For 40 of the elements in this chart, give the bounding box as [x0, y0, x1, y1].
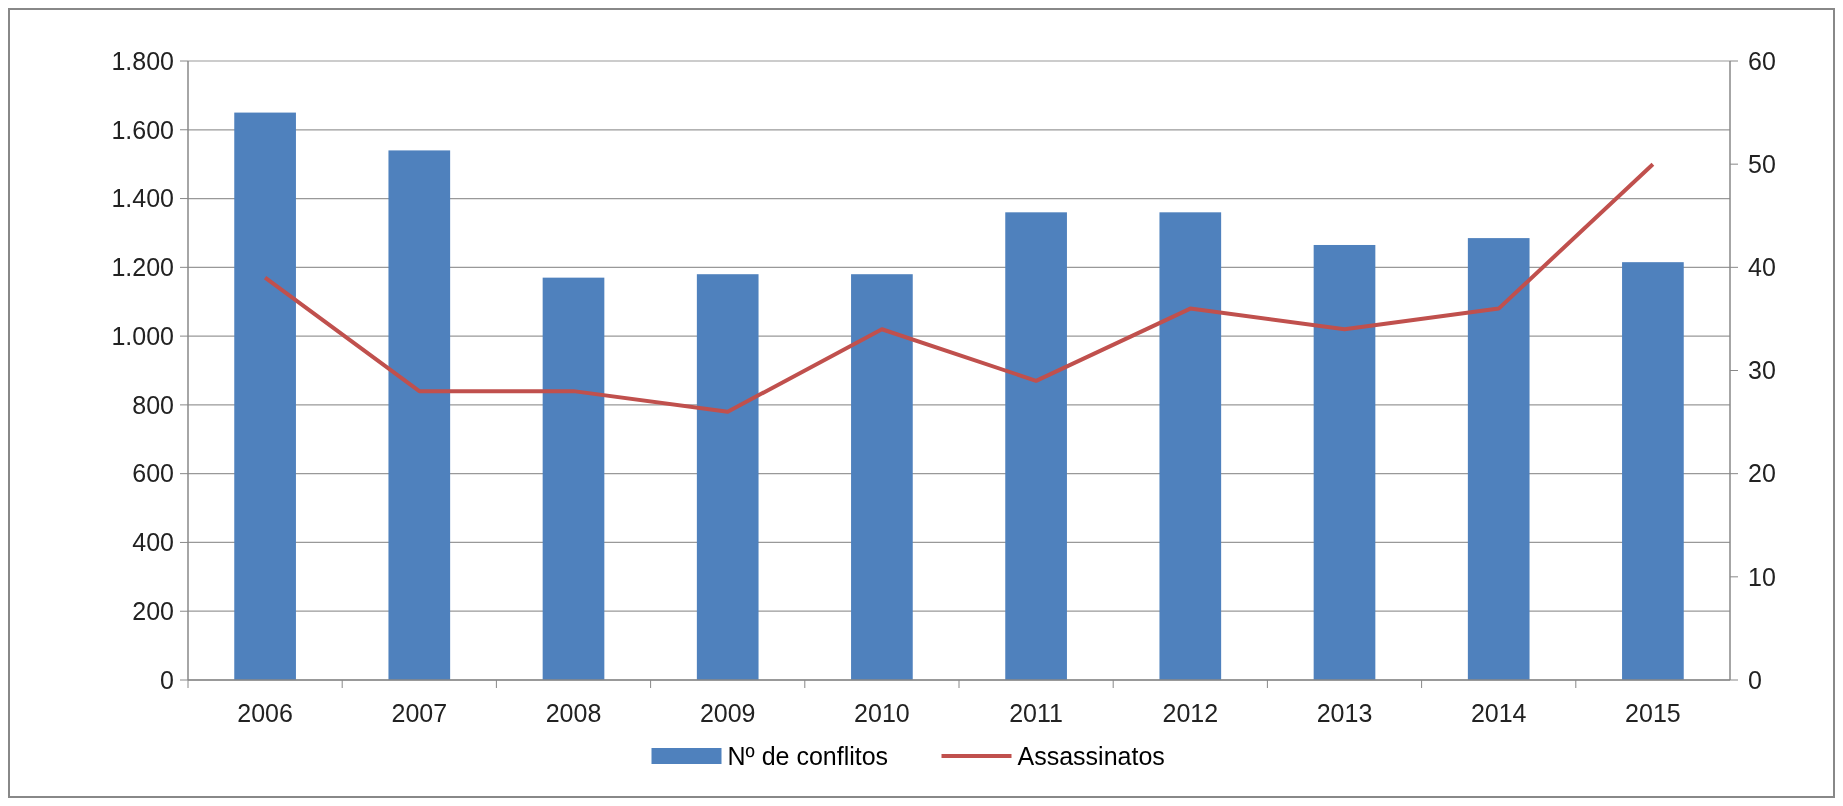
- y-tick-label: 1.400: [111, 184, 174, 213]
- y2-tick-label: 40: [1748, 253, 1776, 282]
- bar: [1005, 212, 1067, 680]
- bar: [388, 150, 451, 680]
- y-tick-label: 200: [132, 596, 174, 625]
- bar: [234, 112, 296, 680]
- y-tick-label: 1.800: [111, 46, 174, 75]
- bar: [1313, 244, 1376, 680]
- y-tick-label: 800: [132, 390, 174, 419]
- legend-label: Assassinatos: [1017, 741, 1165, 770]
- bar: [1622, 262, 1684, 680]
- bar: [696, 274, 759, 680]
- x-tick-label: 2007: [391, 699, 448, 727]
- y2-tick-label: 30: [1748, 356, 1776, 385]
- y2-tick-label: 0: [1748, 665, 1762, 694]
- y-tick-label: 400: [132, 528, 174, 557]
- x-tick-label: 2008: [545, 699, 602, 727]
- x-tick-label: 2014: [1470, 699, 1527, 727]
- y-tick-label: 0: [160, 665, 174, 694]
- y2-tick-label: 10: [1748, 562, 1776, 591]
- y-tick-label: 1.600: [111, 115, 174, 144]
- x-tick-label: 2006: [237, 699, 293, 727]
- y-tick-label: 600: [132, 459, 174, 488]
- y-tick-label: 1.000: [111, 321, 174, 350]
- line-series: [263, 162, 1655, 414]
- x-tick-label: 2015: [1625, 699, 1681, 727]
- x-tick-label: 2009: [699, 699, 756, 727]
- bar: [851, 274, 913, 680]
- x-tick-label: 2010: [854, 699, 910, 727]
- y2-tick-label: 20: [1748, 459, 1776, 488]
- bar: [1159, 212, 1222, 680]
- y2-tick-label: 60: [1748, 46, 1776, 75]
- x-tick-label: 2011: [1009, 699, 1063, 727]
- legend-label: Nº de conflitos: [727, 741, 889, 770]
- bar: [1467, 238, 1530, 680]
- y2-tick-label: 50: [1748, 149, 1776, 178]
- y-tick-label: 1.200: [111, 253, 174, 282]
- bar: [542, 277, 605, 680]
- x-tick-label: 2013: [1316, 699, 1373, 727]
- x-tick-label: 2012: [1162, 699, 1219, 727]
